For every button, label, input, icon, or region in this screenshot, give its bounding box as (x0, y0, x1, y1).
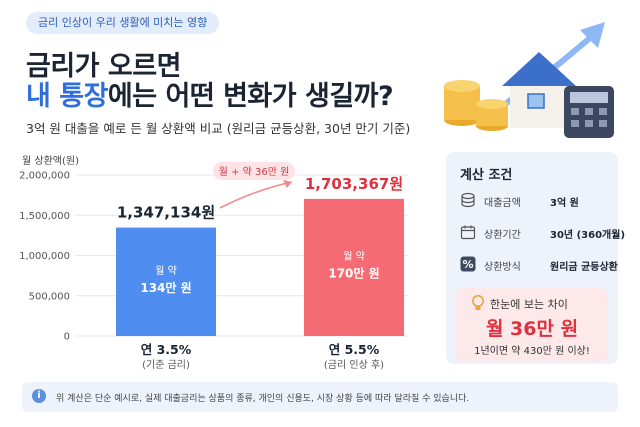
coins-icon (461, 192, 475, 208)
calculator-icon (564, 86, 614, 138)
house-icon (502, 52, 576, 128)
footnote: 위 계산은 단순 예시로, 실제 대출금리는 상품의 종류, 개인의 신용도, … (56, 394, 470, 404)
condition-value: 3억 원 (550, 198, 579, 209)
bar (116, 227, 216, 336)
highlight-title: 한눈에 보는 차이 (490, 298, 568, 311)
bar (304, 198, 404, 336)
y-tick-label: 0 (64, 332, 70, 343)
condition-value: 원리금 균등상환 (550, 262, 618, 273)
condition-label: 상환기간 (484, 230, 521, 241)
x-category-label: 연 3.5% (141, 342, 192, 357)
header-tag: 금리 인상이 우리 생활에 미치는 영향 (26, 12, 220, 34)
x-category-label: 연 5.5% (329, 342, 380, 357)
y-tick-label: 500,000 (29, 291, 70, 302)
title-line-1: 금리가 오르면 (26, 51, 181, 82)
bar-chart: 2,000,000 1,500,000 1,000,000 500,000 0 1,34… (19, 162, 408, 371)
info-icon: i (32, 389, 46, 403)
percent-icon: % (460, 256, 476, 272)
condition-label: 대출금액 (484, 198, 521, 209)
bar-inner-label: 월 약 (155, 265, 177, 277)
x-category-note: (금리 인상 후) (324, 359, 384, 371)
bar-inner-label: 월 약 (343, 250, 365, 262)
highlight-sub: 1년이면 약 430만 원 이상! (474, 346, 590, 357)
y-axis-label: 월 상환액(원) (22, 156, 79, 167)
x-category-note: (기준 금리) (142, 359, 190, 371)
bar-value-label: 1,347,134원 (117, 204, 215, 222)
condition-row: % 상환방식 원리금 균등상환 (460, 254, 618, 276)
svg-text:%: % (462, 258, 473, 271)
bar-inner-amount: 134만 원 (140, 280, 191, 295)
house-coins-illustration (444, 22, 614, 138)
bar-inner-amount: 170만 원 (328, 265, 379, 280)
lightbulb-icon (472, 295, 484, 310)
title-highlight: 내 통장 (26, 81, 108, 112)
y-tick-label: 1,500,000 (19, 211, 70, 222)
highlight-value: 월 36만 원 (485, 318, 579, 340)
coins-icon (444, 80, 508, 131)
conditions-panel: 계산 조건 대출금액 3억 원 상환기간 30년 (360개월) % 상환방식 … (446, 152, 625, 364)
highlight-box: 한눈에 보는 차이 월 36만 원 1년이면 약 430만 원 이상! (456, 288, 608, 362)
title-rest: 에는 어떤 변화가 생길까? (107, 81, 394, 112)
subtitle: 3억 원 대출을 예로 든 월 상환액 비교 (원리금 균등상환, 30년 만기… (26, 121, 411, 136)
condition-row: 상환기간 30년 (360개월) (460, 222, 625, 244)
condition-row: 대출금액 3억 원 (460, 190, 610, 212)
calendar-icon (460, 225, 476, 240)
condition-label: 상환방식 (484, 262, 521, 273)
bar-value-label: 1,703,367원 (305, 175, 403, 193)
footnote-box: i 위 계산은 단순 예시로, 실제 대출금리는 상품의 종류, 개인의 신용도… (22, 382, 618, 412)
panel-title: 계산 조건 (460, 168, 513, 183)
condition-value: 30년 (360개월) (550, 230, 626, 241)
y-tick-label: 1,000,000 (19, 251, 70, 262)
difference-label: 월 + 약 36만 원 (219, 166, 290, 178)
title-line-2: 내 통장에는 어떤 변화가 생길까? (26, 74, 394, 113)
y-tick-label: 2,000,000 (19, 171, 70, 182)
